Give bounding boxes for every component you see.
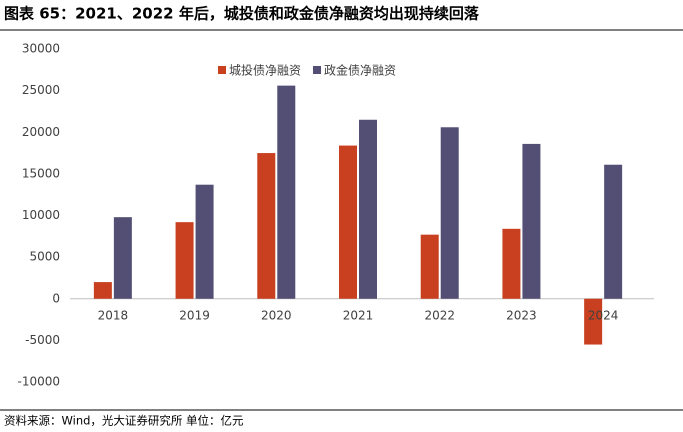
legend-swatch xyxy=(218,66,226,74)
legend-swatch xyxy=(313,66,322,74)
bar xyxy=(175,222,194,299)
bar xyxy=(420,234,439,299)
x-tick-label: 2022 xyxy=(424,308,455,322)
bar xyxy=(113,217,132,299)
bar xyxy=(93,282,112,299)
x-tick-label: 2021 xyxy=(343,308,374,322)
x-tick-label: 2020 xyxy=(261,308,292,322)
bar xyxy=(339,145,357,299)
y-tick-label: 30000 xyxy=(22,42,60,56)
x-tick-label: 2023 xyxy=(506,308,537,322)
legend-label: 城投债净融资 xyxy=(229,63,301,78)
x-tick-label: 2019 xyxy=(179,308,210,322)
bar xyxy=(522,143,541,299)
bar xyxy=(359,119,377,299)
y-tick-label: -5000 xyxy=(25,333,60,347)
source: 资料来源：Wind，光大证券研究所 单位：亿元 xyxy=(4,414,244,428)
bar xyxy=(257,153,276,299)
x-tick-label: 2018 xyxy=(98,308,129,322)
y-tick-label: 0 xyxy=(52,291,60,305)
bar xyxy=(277,85,296,299)
chart-title: 图表 65：2021、2022 年后，城投债和政金债净融资均出现持续回落 xyxy=(4,5,480,23)
bar xyxy=(195,184,214,299)
y-tick-label: 15000 xyxy=(22,166,60,180)
y-tick-label: 20000 xyxy=(22,125,60,139)
bar xyxy=(440,127,459,299)
y-tick-label: 10000 xyxy=(22,208,60,222)
bar xyxy=(584,298,603,345)
y-tick-label: 25000 xyxy=(22,83,60,97)
bar xyxy=(604,164,623,299)
bar xyxy=(502,228,521,299)
x-tick-label: 2024 xyxy=(588,308,619,322)
y-tick-label: -10000 xyxy=(17,375,60,389)
y-tick-label: 5000 xyxy=(29,250,60,264)
legend-label: 政金债净融资 xyxy=(324,63,396,78)
